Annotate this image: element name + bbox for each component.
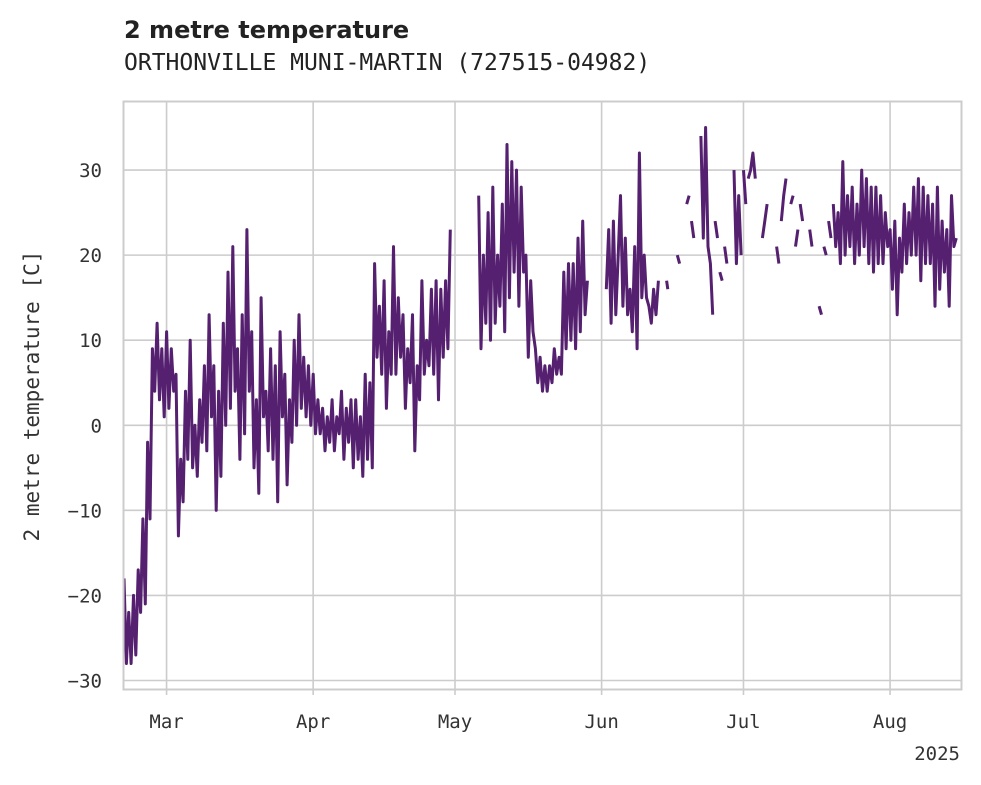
x-year-label: 2025: [914, 743, 960, 765]
y-axis-label: 2 metre temperature [C]: [20, 251, 44, 542]
x-tick-label: Mar: [149, 711, 183, 733]
series-line-segment: [685, 195, 691, 205]
y-tick-label: −20: [68, 585, 102, 607]
series-line-segment: [477, 143, 589, 393]
x-tick-label: Jun: [584, 711, 618, 733]
series-line-segment: [713, 220, 719, 239]
series-line-segment: [779, 178, 788, 222]
series-line-segment: [827, 220, 833, 239]
series-line-segment: [798, 203, 805, 222]
series-line-segment: [775, 246, 781, 264]
series-line-segment: [746, 151, 757, 180]
series-line-segment: [789, 195, 795, 205]
series-line-segment: [699, 126, 715, 315]
y-tick-label: −30: [68, 670, 102, 692]
tick-layer: −30 −20 −10 0 10 20 30 Mar Apr May Jun Jul Aug: [68, 160, 908, 733]
series-line-segment: [718, 271, 724, 282]
x-tick-label: May: [438, 711, 472, 733]
series-line-segment: [732, 170, 743, 266]
plot-frame: [122, 100, 963, 691]
y-tick-label: 30: [79, 160, 102, 182]
x-tick-label: Apr: [296, 711, 330, 733]
series-line-segment: [794, 229, 800, 247]
series-line-segment: [831, 160, 958, 317]
series-line-segment: [690, 220, 696, 239]
series-line-segment: [665, 280, 670, 290]
series-line-segment: [122, 228, 452, 665]
grid-lines: [124, 102, 961, 689]
series-layer: [122, 126, 958, 665]
series-line-segment: [604, 151, 660, 351]
y-tick-label: 10: [79, 330, 102, 352]
y-tick-label: 0: [91, 415, 102, 437]
series-line-segment: [742, 169, 748, 205]
chart-title: 2 metre temperature: [124, 16, 410, 44]
chart-subtitle: ORTHONVILLE MUNI-MARTIN (727515-04982): [124, 50, 651, 76]
x-tick-label: Jul: [726, 711, 760, 733]
series-line-segment: [817, 305, 823, 316]
y-tick-label: −10: [68, 500, 102, 522]
series-line-segment: [675, 254, 682, 264]
x-tick-label: Aug: [873, 711, 907, 733]
series-line-segment: [822, 246, 828, 256]
y-tick-label: 20: [79, 245, 102, 267]
series-line-segment: [808, 229, 814, 247]
series-line-segment: [760, 203, 769, 239]
series-line-segment: [723, 246, 729, 264]
